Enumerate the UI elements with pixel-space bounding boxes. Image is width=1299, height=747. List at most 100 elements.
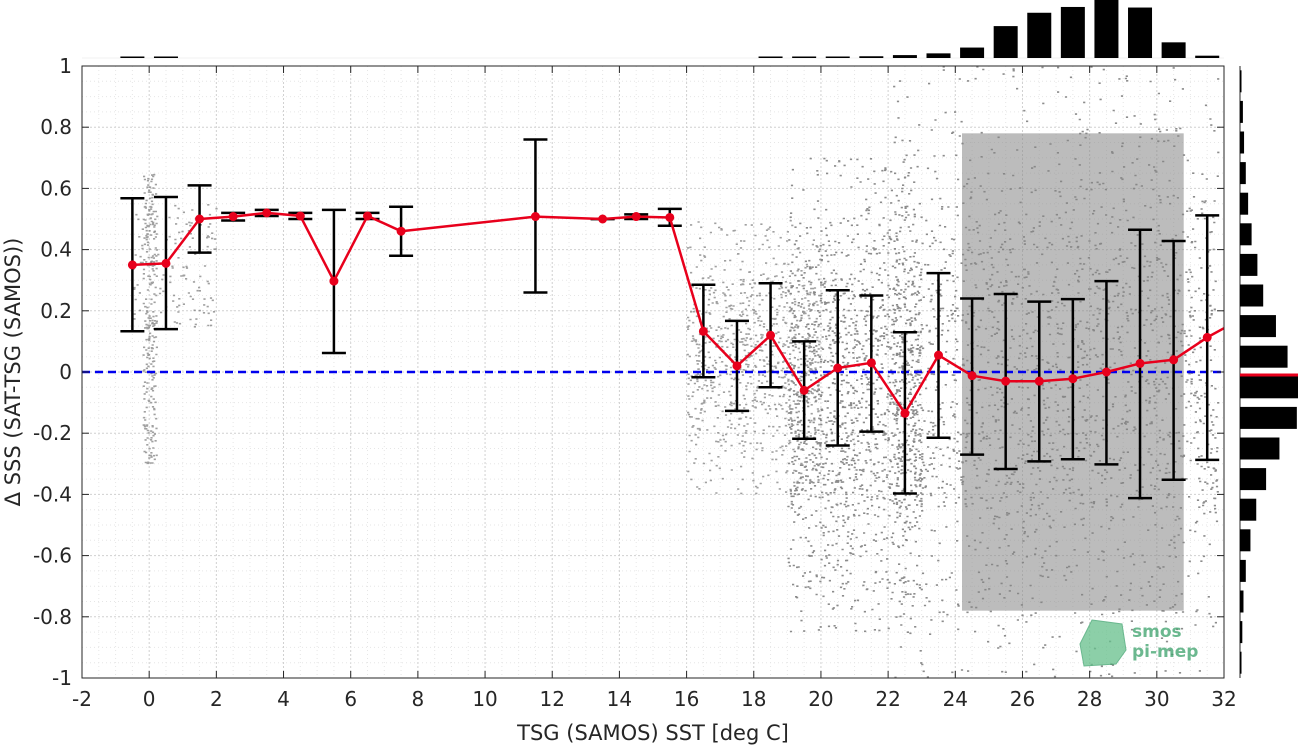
top-histogram-bar [859, 56, 884, 58]
x-tick-label: 6 [344, 687, 357, 711]
right-histogram-bar [1240, 315, 1276, 338]
mean-point [195, 214, 205, 224]
right-histogram-bar [1240, 437, 1280, 460]
y-tick-label: 0.8 [40, 115, 72, 139]
right-histogram-bar [1240, 223, 1252, 246]
mean-point [833, 363, 843, 373]
y-tick-label: -0.6 [33, 544, 72, 568]
mean-line [132, 211, 1225, 415]
smos-pimep-logo: smos pi-mep [1079, 619, 1198, 667]
top-histogram-bar [153, 56, 178, 58]
x-axis-ticks: -2 0 2 4 6 8 10 12 14 16 18 20 22 24 26 28 30 32 [72, 66, 1237, 711]
y-tick-label: -0.4 [33, 482, 72, 506]
right-histogram-bar [1240, 253, 1258, 276]
top-histogram-bar [792, 56, 817, 58]
y-axis-label: Δ SSS (SAT-TSG (SAMOS)) [1, 238, 25, 507]
top-histogram-bar [1060, 6, 1085, 59]
mean-point [329, 276, 339, 286]
mean-point [665, 212, 675, 222]
x-tick-label: 4 [277, 687, 290, 711]
x-tick-label: 2 [210, 687, 223, 711]
right-histogram-bar [1240, 651, 1242, 674]
mean-point [934, 350, 943, 360]
right-histogram-bar [1240, 162, 1246, 185]
scatter-cloud-region [787, 157, 924, 633]
y-tick-label: 0.2 [40, 299, 72, 323]
right-histogram-bar [1240, 498, 1257, 521]
scatter-cloud-region [686, 219, 823, 496]
right-histogram-bar [1240, 131, 1245, 154]
mean-point [799, 385, 809, 395]
right-histogram-bar [1240, 376, 1298, 399]
x-tick-label: 22 [875, 687, 900, 711]
mean-point [1034, 376, 1044, 386]
right-histogram-bar [1240, 529, 1251, 552]
mean-point [766, 330, 776, 340]
x-tick-label: 12 [540, 687, 565, 711]
top-histogram-bar [120, 56, 145, 58]
scatter-cloud-region [142, 173, 158, 465]
y-tick-label: -0.2 [33, 421, 72, 445]
mean-point [127, 260, 137, 270]
mean-point [631, 212, 641, 222]
x-tick-label: 26 [1010, 687, 1035, 711]
top-histogram-bar [758, 56, 783, 58]
right-histogram-bar [1240, 590, 1244, 613]
y-tick-label: 0.6 [40, 176, 72, 200]
x-axis-label: TSG (SAMOS) SST [deg C] [516, 721, 789, 745]
top-histogram-bar [1195, 55, 1220, 58]
right-histogram-bar [1240, 345, 1288, 368]
top-histogram-bar [825, 56, 850, 58]
right-histogram-bar [1240, 468, 1267, 491]
top-histogram-bar [1027, 12, 1052, 58]
mean-point [732, 361, 742, 371]
y-tick-label: 0.4 [40, 238, 72, 262]
top-histogram-bar [1161, 42, 1186, 58]
mean-point [900, 408, 910, 418]
right-histogram-bar [1240, 406, 1297, 429]
mean-point [866, 358, 876, 368]
right-histogram-bar [1240, 192, 1249, 215]
right-histogram-bar [1240, 100, 1243, 123]
mean-point [1202, 332, 1212, 342]
y-tick-label: -0.8 [33, 605, 72, 629]
right-histogram-bar [1240, 284, 1264, 307]
mean-point [598, 214, 608, 224]
x-tick-label: 14 [607, 687, 632, 711]
top-histogram-bar [993, 26, 1018, 58]
top-histogram-bar [926, 53, 951, 58]
mean-point [295, 211, 305, 221]
mean-point [161, 258, 171, 268]
right-histogram-bar [1240, 621, 1243, 644]
mean-point [967, 371, 977, 381]
x-tick-label: 24 [943, 687, 968, 711]
mean-point [396, 226, 406, 236]
logo-text-smos: smos [1132, 622, 1182, 642]
logo-globe-icon [1079, 619, 1127, 667]
x-tick-label: 20 [808, 687, 833, 711]
right-histogram-bar [1240, 559, 1246, 582]
y-tick-label: 1 [59, 54, 72, 78]
x-tick-label: 32 [1211, 687, 1236, 711]
x-tick-label: 18 [741, 687, 766, 711]
right-histogram-bar [1240, 70, 1242, 93]
mean-point [262, 208, 272, 218]
mean-markers [127, 208, 1212, 418]
right-histogram [1239, 66, 1298, 678]
x-tick-label: 30 [1144, 687, 1169, 711]
mean-point [1135, 358, 1145, 368]
mean-point [1001, 376, 1011, 386]
top-histogram-bar [960, 47, 985, 58]
logo-text-pimep: pi-mep [1132, 642, 1198, 662]
mean-point [228, 212, 238, 222]
mean-point [1169, 355, 1179, 365]
x-tick-label: -2 [72, 687, 92, 711]
top-histogram-bar [1094, 0, 1119, 58]
mean-point [530, 212, 540, 222]
x-tick-label: 0 [143, 687, 156, 711]
top-histogram-bar [1128, 7, 1153, 58]
mean-polyline [132, 211, 1225, 415]
mean-point [363, 211, 372, 221]
top-histogram [82, 0, 1224, 59]
